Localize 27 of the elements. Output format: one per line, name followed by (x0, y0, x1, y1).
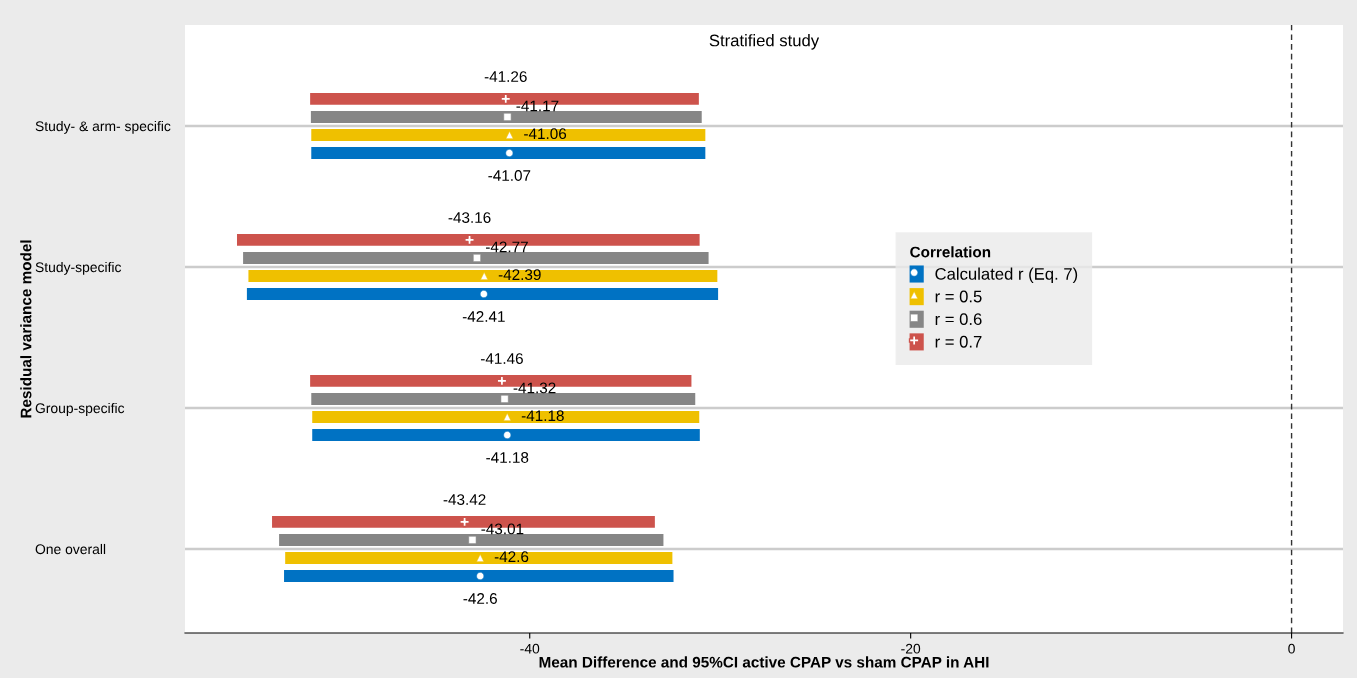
data-label: -41.18 (486, 452, 529, 463)
y-axis-title: Residual variance model (20, 240, 32, 418)
legend-label: r = 0.5 (935, 290, 982, 303)
legend-label: r = 0.6 (935, 313, 982, 326)
legend-title: Correlation (910, 246, 991, 258)
data-label: -41.06 (524, 128, 567, 140)
data-label: -42.41 (462, 311, 505, 322)
legend-label: Calculated r (Eq. 7) (935, 267, 1078, 284)
x-axis-title: Mean Difference and 95%CI active CPAP vs sham CPAP in AHI (539, 656, 989, 668)
data-label: -42.39 (498, 269, 541, 281)
data-label: -41.46 (480, 353, 523, 364)
text: Stratified study (709, 34, 820, 50)
data-label: -43.16 (448, 212, 491, 223)
x-tick-label: -40 (520, 643, 540, 654)
y-tick-label: Group-specific (35, 402, 125, 416)
data-label: -43.42 (443, 494, 486, 505)
data-label: -42.6 (463, 593, 497, 604)
data-label: -41.18 (521, 410, 564, 422)
x-tick-label: 0 (1288, 643, 1295, 654)
y-tick-label: One overall (35, 543, 106, 555)
x-tick-label: -20 (901, 643, 921, 654)
y-tick-label: Study- & arm- specific (35, 120, 171, 134)
data-label: -41.26 (484, 71, 527, 82)
legend-label: r = 0.7 (935, 335, 982, 348)
data-label: -41.07 (488, 170, 531, 181)
y-tick-label: Study-specific (35, 261, 122, 275)
data-label: -42.6 (494, 551, 529, 563)
